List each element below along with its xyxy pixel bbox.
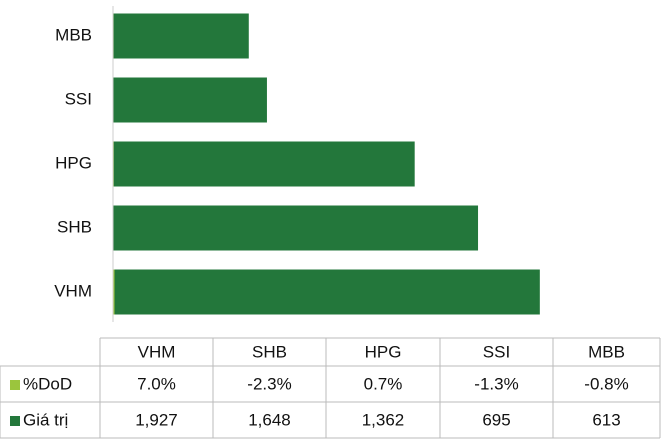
table-header: HPG <box>365 342 402 361</box>
legend-swatch <box>10 380 20 390</box>
table-header: SHB <box>252 342 287 361</box>
value-label: 695 <box>482 410 510 429</box>
y-tick-label: HPG <box>55 153 92 172</box>
value-label: 0.7% <box>364 374 403 393</box>
y-tick-label: MBB <box>55 25 92 44</box>
value-label: 1,648 <box>248 410 291 429</box>
value-label: 1,927 <box>135 410 178 429</box>
table-header: VHM <box>138 342 176 361</box>
y-tick-label: SSI <box>65 89 92 108</box>
bar <box>113 13 249 59</box>
value-label: 7.0% <box>137 374 176 393</box>
bar <box>113 269 115 315</box>
value-label: -1.3% <box>474 374 518 393</box>
y-tick-label: VHM <box>54 281 92 300</box>
value-label: 613 <box>592 410 620 429</box>
table-header: SSI <box>483 342 510 361</box>
value-label: -0.8% <box>584 374 628 393</box>
bar <box>113 141 415 187</box>
table-header: MBB <box>588 342 625 361</box>
bar <box>113 269 540 315</box>
bar <box>113 77 267 123</box>
legend-label: Giá trị <box>23 410 68 429</box>
legend-swatch <box>10 416 20 426</box>
value-label: 1,362 <box>362 410 405 429</box>
value-label: -2.3% <box>247 374 291 393</box>
legend-label: %DoD <box>23 374 72 393</box>
y-tick-label: SHB <box>57 217 92 236</box>
bar <box>113 205 479 251</box>
